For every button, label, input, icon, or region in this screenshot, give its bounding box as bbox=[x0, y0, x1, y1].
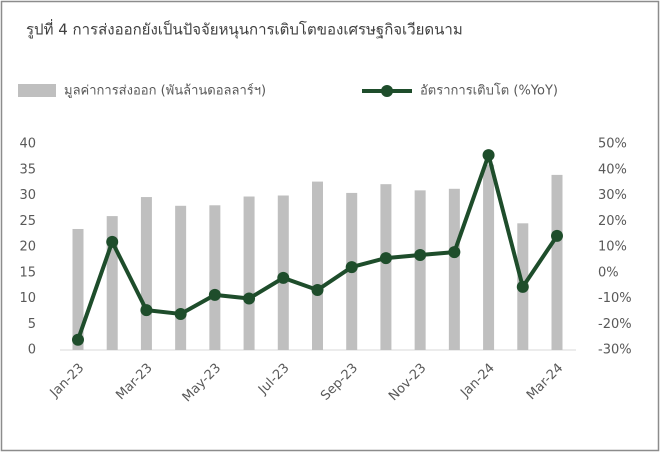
bar bbox=[209, 205, 221, 350]
bar bbox=[243, 196, 255, 350]
line-marker bbox=[414, 248, 427, 261]
y2-tick-label: 0% bbox=[598, 265, 619, 280]
line-marker bbox=[208, 288, 221, 301]
y-tick-label: 30 bbox=[19, 188, 36, 203]
legend-label: อัตราการเติบโต (%YoY) bbox=[420, 83, 558, 99]
line-marker bbox=[482, 149, 495, 162]
y2-tick-label: 10% bbox=[598, 240, 627, 255]
line-marker bbox=[106, 235, 119, 248]
y2-tick-label: -30% bbox=[598, 343, 632, 358]
bar bbox=[551, 174, 563, 350]
line-marker bbox=[345, 261, 358, 274]
line-marker bbox=[448, 246, 461, 259]
legend-swatch bbox=[18, 84, 56, 97]
legend-label: มูลค่าการส่งออก (พันล้านดอลลาร์ฯ) bbox=[64, 83, 266, 99]
bar bbox=[448, 188, 460, 350]
y2-tick-label: -20% bbox=[598, 317, 632, 332]
y-tick-label: 15 bbox=[19, 265, 36, 280]
bar bbox=[175, 205, 187, 350]
line-marker bbox=[516, 280, 529, 293]
bar bbox=[380, 184, 392, 350]
y2-tick-label: 20% bbox=[598, 214, 627, 229]
legend-marker bbox=[381, 85, 393, 97]
y-tick-label: 20 bbox=[19, 240, 36, 255]
bar bbox=[312, 181, 323, 350]
bar bbox=[106, 216, 118, 350]
line-marker bbox=[277, 271, 290, 284]
y-tick-label: 25 bbox=[19, 214, 36, 229]
y2-tick-label: -10% bbox=[598, 291, 632, 306]
y-tick-label: 10 bbox=[19, 291, 36, 306]
line-marker bbox=[140, 304, 153, 317]
y-tick-label: 35 bbox=[19, 162, 36, 177]
bar bbox=[483, 164, 495, 350]
chart-title: รูปที่ 4 การส่งออกยังเป็นปัจจัยหนุนการเต… bbox=[26, 19, 463, 40]
bar bbox=[140, 197, 152, 350]
line-marker bbox=[311, 284, 324, 297]
y2-tick-label: 30% bbox=[598, 188, 627, 203]
line-marker bbox=[243, 292, 256, 305]
bar bbox=[72, 228, 84, 350]
y-tick-label: 40 bbox=[19, 137, 36, 152]
line-marker bbox=[72, 333, 84, 346]
line-marker bbox=[379, 252, 392, 265]
y-tick-label: 0 bbox=[28, 343, 36, 358]
y-tick-label: 5 bbox=[28, 317, 36, 332]
y2-tick-label: 50% bbox=[598, 137, 627, 152]
line-marker bbox=[174, 307, 187, 320]
bar bbox=[414, 190, 426, 350]
line-marker bbox=[551, 229, 563, 242]
y2-tick-label: 40% bbox=[598, 162, 627, 177]
